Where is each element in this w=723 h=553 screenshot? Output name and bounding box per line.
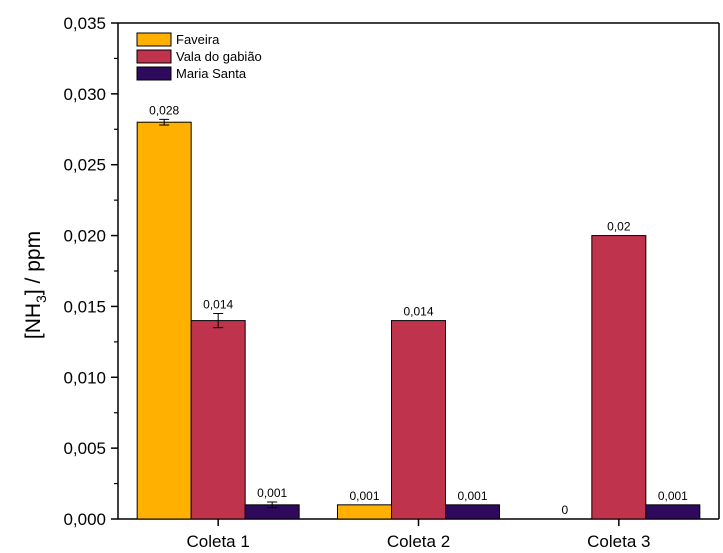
legend-swatch (136, 49, 172, 64)
x-tick-label: Coleta 3 (587, 532, 650, 551)
data-label: 0,001 (349, 489, 379, 503)
y-tick-label: 0,020 (63, 227, 106, 246)
y-axis-label: [NH3] / ppm (22, 231, 49, 339)
bar (445, 504, 500, 520)
data-label: 0 (561, 503, 568, 517)
y-axis-label-sub: 3 (33, 295, 49, 303)
y-axis-label-main: [NH (22, 303, 45, 339)
legend-swatch (136, 32, 172, 47)
legend-label: Maria Santa (176, 66, 247, 81)
bar (190, 320, 246, 520)
legend-swatch (136, 66, 172, 81)
data-label: 0,014 (403, 305, 433, 319)
y-tick-label: 0,035 (63, 14, 106, 33)
data-label: 0,02 (607, 220, 631, 234)
bar (391, 320, 446, 520)
data-label: 0,014 (203, 298, 233, 312)
x-tick-label: Coleta 1 (187, 532, 250, 551)
y-tick-label: 0,005 (63, 439, 106, 458)
legend-label: Faveira (176, 32, 220, 47)
bar (337, 504, 392, 520)
bar (645, 504, 701, 520)
y-tick-label: 0,030 (63, 85, 106, 104)
data-label: 0,001 (457, 489, 487, 503)
legend-label: Vala do gabião (176, 49, 262, 64)
y-tick-label: 0,025 (63, 156, 106, 175)
x-tick-label: Coleta 2 (387, 532, 450, 551)
data-label: 0,028 (149, 103, 179, 117)
y-axis-label-rest: ] / ppm (22, 231, 45, 295)
y-tick-label: 0,015 (63, 297, 106, 316)
bar (591, 235, 647, 520)
y-tick-label: 0,000 (63, 510, 106, 529)
y-tick-label: 0,010 (63, 368, 106, 387)
bar (136, 121, 192, 520)
data-label: 0,001 (658, 489, 688, 503)
data-label: 0,001 (257, 486, 287, 500)
